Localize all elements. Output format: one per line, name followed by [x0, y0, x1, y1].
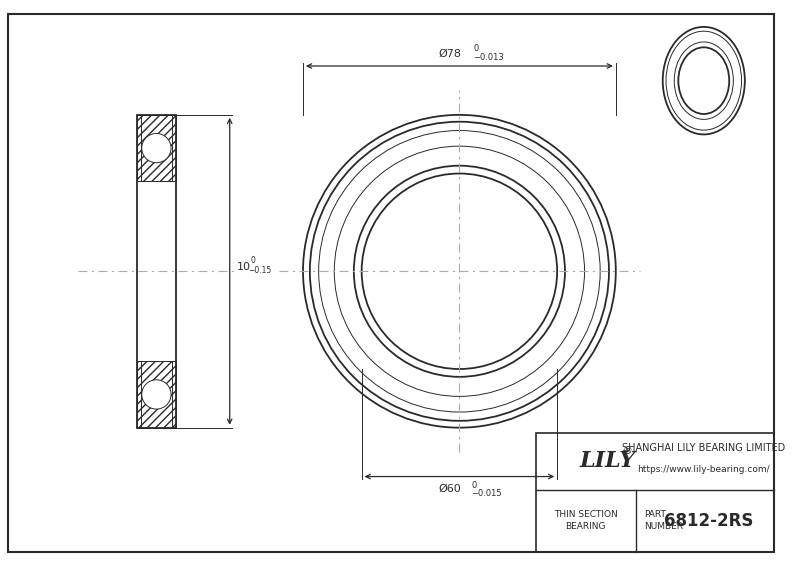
Text: PART: PART: [644, 511, 666, 520]
Text: 0: 0: [471, 482, 476, 490]
Circle shape: [142, 134, 171, 163]
Bar: [137, 361, 176, 428]
Text: 0: 0: [250, 256, 255, 265]
Text: ®: ®: [622, 447, 632, 456]
Text: NUMBER: NUMBER: [644, 522, 682, 531]
Text: Ø60: Ø60: [438, 483, 461, 494]
Bar: [137, 115, 176, 181]
Text: 0: 0: [473, 44, 478, 53]
Text: SHANGHAI LILY BEARING LIMITED: SHANGHAI LILY BEARING LIMITED: [622, 443, 786, 453]
Text: BEARING: BEARING: [566, 522, 606, 531]
Text: THIN SECTION: THIN SECTION: [554, 511, 618, 520]
Text: https://www.lily-bearing.com/: https://www.lily-bearing.com/: [638, 465, 770, 474]
Text: LILY: LILY: [580, 450, 636, 472]
Circle shape: [142, 380, 171, 409]
Text: −0.15: −0.15: [248, 266, 271, 275]
Text: −0.015: −0.015: [471, 489, 502, 498]
Text: −0.013: −0.013: [473, 53, 504, 62]
Text: Ø78: Ø78: [438, 49, 461, 59]
Text: 10: 10: [237, 263, 250, 272]
Text: 6812-2RS: 6812-2RS: [665, 512, 754, 530]
